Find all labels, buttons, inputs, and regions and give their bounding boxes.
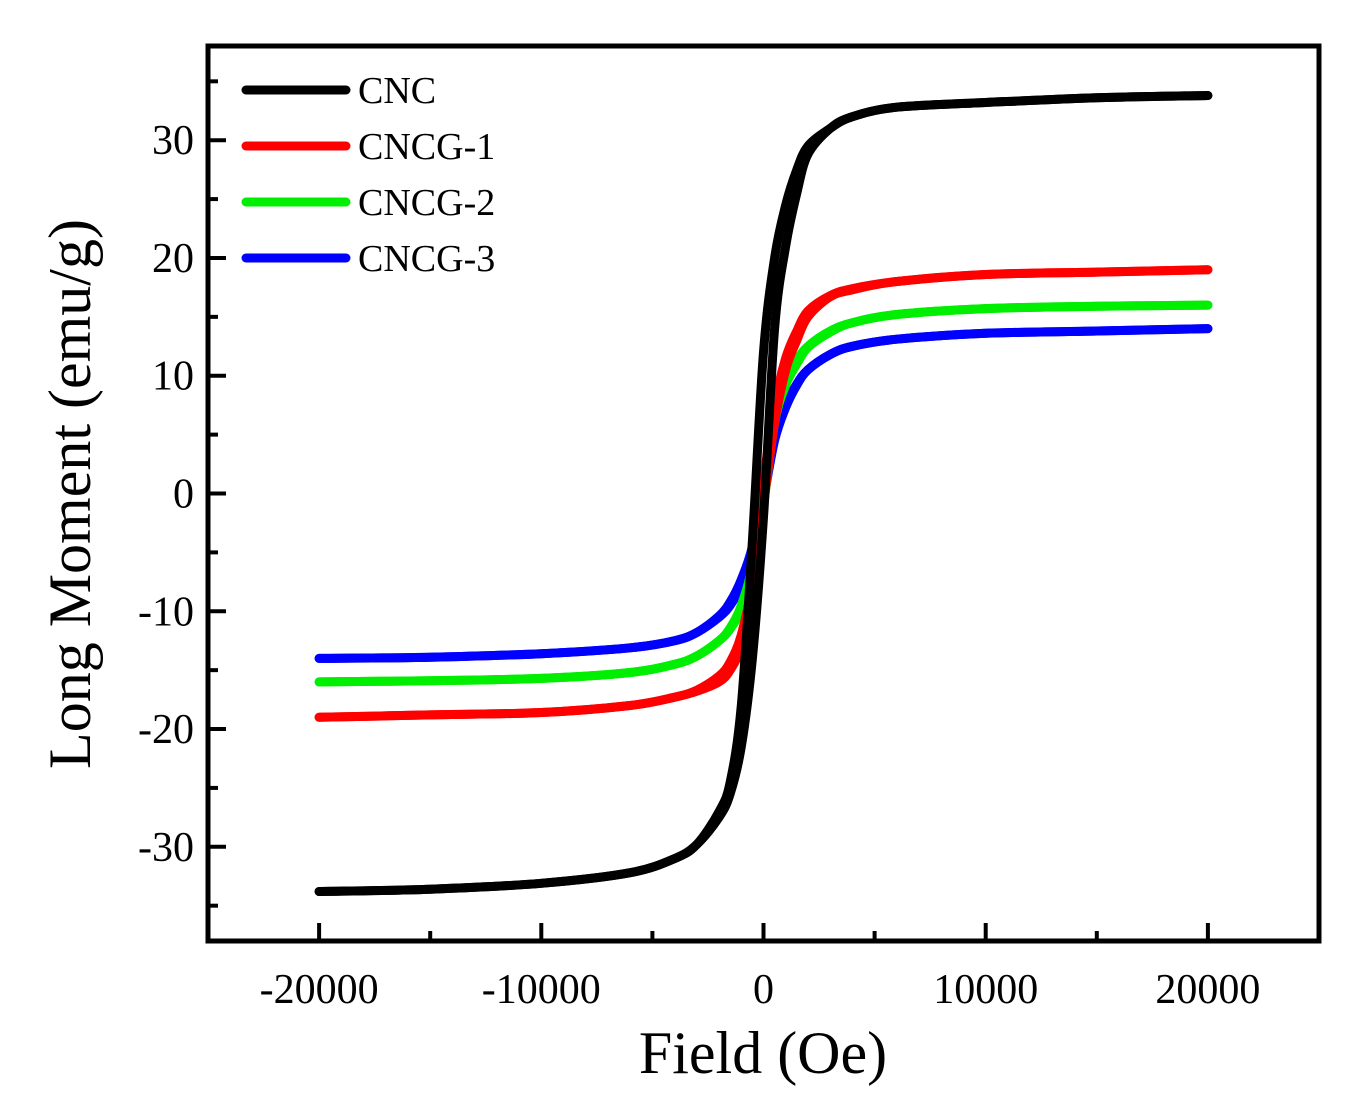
x-tick-label: -20000 — [260, 967, 379, 1013]
minor-ticks — [208, 79, 1099, 941]
legend-label: CNCG-3 — [358, 238, 495, 280]
y-tick-label: -10 — [138, 589, 194, 635]
x-tick-label: 0 — [753, 967, 774, 1013]
y-tick-label: -20 — [138, 707, 194, 753]
y-tick-label: 0 — [173, 472, 194, 518]
plot-frame — [205, 43, 1322, 944]
y-tick-labels: -30 -20 -10 0 10 20 30 — [138, 118, 194, 871]
y-tick-label: 10 — [152, 354, 194, 400]
x-tick-label: 20000 — [1155, 967, 1260, 1013]
x-axis-title: Field (Oe) — [639, 1020, 887, 1086]
legend-label: CNC — [358, 70, 436, 112]
x-tick-labels: -20000 -10000 0 10000 20000 — [260, 967, 1261, 1013]
major-ticks — [208, 138, 1210, 941]
y-tick-label: 30 — [152, 118, 194, 164]
y-tick-label: -30 — [138, 825, 194, 871]
x-tick-label: 10000 — [933, 967, 1038, 1013]
x-tick-label: -10000 — [482, 967, 601, 1013]
y-tick-label: 20 — [152, 236, 194, 282]
series-lines — [314, 91, 1213, 896]
legend-label: CNCG-2 — [358, 182, 495, 224]
series-line-cnc — [314, 91, 1213, 896]
series-cnc — [314, 91, 1213, 896]
y-axis-title: Long Moment (emu/g) — [37, 219, 103, 769]
legend: CNC CNCG-1 CNCG-2 CNCG-3 — [241, 70, 495, 280]
legend-label: CNCG-1 — [358, 126, 495, 168]
